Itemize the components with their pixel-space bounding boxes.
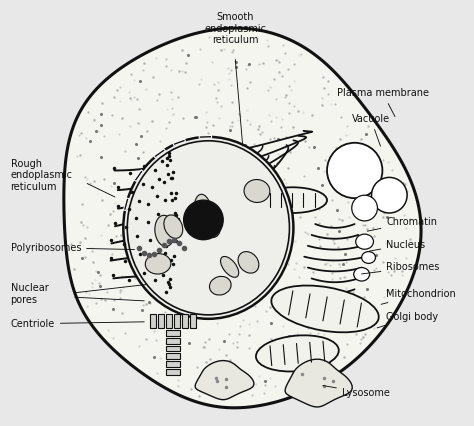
Text: Nucleus: Nucleus (369, 240, 426, 251)
Ellipse shape (146, 253, 171, 274)
Ellipse shape (205, 219, 220, 238)
Text: Centriole: Centriole (10, 319, 144, 329)
Ellipse shape (210, 276, 231, 295)
Ellipse shape (194, 194, 211, 224)
Text: Smooth
endoplasmic
reticulum: Smooth endoplasmic reticulum (204, 12, 266, 46)
Text: Chromatin: Chromatin (367, 217, 438, 231)
Ellipse shape (183, 200, 223, 240)
Bar (158, 314, 164, 328)
Bar (166, 330, 180, 336)
Bar (174, 314, 180, 328)
Bar (166, 354, 180, 360)
Ellipse shape (128, 141, 290, 315)
Ellipse shape (155, 215, 175, 246)
Bar (166, 361, 180, 367)
Ellipse shape (354, 268, 370, 281)
Text: Vacuole: Vacuole (352, 114, 390, 146)
Ellipse shape (372, 177, 407, 213)
Bar (150, 314, 156, 328)
Bar (182, 314, 188, 328)
Text: Golgi body: Golgi body (377, 312, 438, 328)
Bar (166, 345, 180, 351)
Text: Polyribosomes: Polyribosomes (10, 243, 135, 253)
Ellipse shape (256, 335, 339, 371)
Bar (166, 314, 172, 328)
Text: Nuclear
pores: Nuclear pores (10, 283, 48, 305)
Ellipse shape (352, 195, 377, 221)
Bar (166, 369, 180, 375)
Ellipse shape (271, 285, 379, 332)
Polygon shape (285, 359, 352, 407)
Ellipse shape (362, 252, 375, 263)
Bar (166, 337, 180, 343)
Text: Rough
endoplasmic
reticulum: Rough endoplasmic reticulum (10, 159, 73, 192)
Text: Mitochondrion: Mitochondrion (381, 289, 456, 304)
Polygon shape (64, 28, 421, 408)
Ellipse shape (258, 187, 327, 213)
Text: Plasma membrane: Plasma membrane (337, 88, 429, 117)
Ellipse shape (356, 234, 374, 249)
Ellipse shape (244, 179, 270, 202)
Text: Lysosome: Lysosome (323, 386, 390, 398)
Bar (190, 314, 195, 328)
Polygon shape (195, 360, 254, 400)
Ellipse shape (238, 252, 259, 273)
Ellipse shape (220, 256, 239, 277)
Ellipse shape (327, 143, 383, 198)
Text: Ribosomes: Ribosomes (361, 262, 440, 274)
Ellipse shape (164, 215, 183, 239)
Ellipse shape (123, 137, 293, 319)
